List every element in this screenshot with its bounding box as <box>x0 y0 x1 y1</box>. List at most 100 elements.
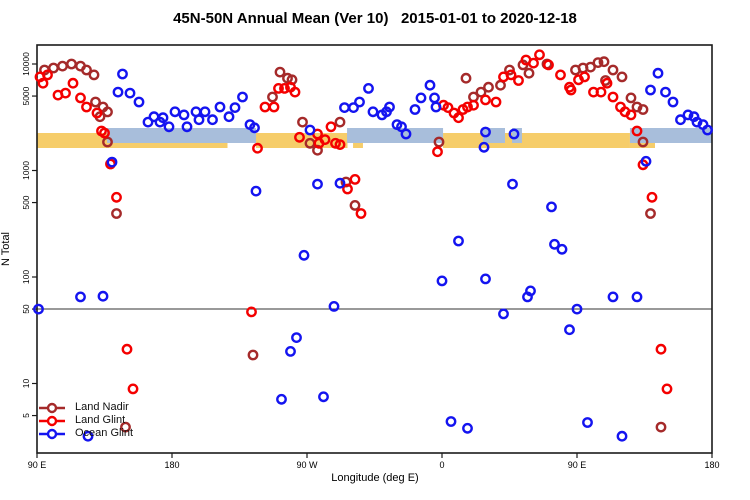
legend-label: Ocean Glint <box>75 427 134 439</box>
data-point-ocean-glint <box>675 114 686 126</box>
data-point-ocean-glint <box>409 104 421 115</box>
data-point-ocean-glint <box>508 128 520 140</box>
data-point-ocean-glint <box>384 101 395 113</box>
data-point-ocean-glint <box>169 106 181 118</box>
data-point-land-nadir <box>274 66 286 78</box>
data-point-ocean-glint <box>424 79 436 91</box>
chart-title: 45N-50N Annual Mean (Ver 10) 2015-01-01 … <box>173 10 577 27</box>
data-point-ocean-glint <box>106 156 118 168</box>
surface-strip-land-segment <box>443 133 630 148</box>
data-point-ocean-glint <box>117 68 128 80</box>
legend: Land Nadir Land Glint Ocean Glint <box>38 401 133 440</box>
data-point-ocean-glint <box>396 121 407 133</box>
data-point-ocean-glint <box>276 393 287 405</box>
data-point-ocean-glint <box>480 126 491 138</box>
data-point-land-glint <box>81 101 92 113</box>
data-point-land-glint <box>607 91 619 103</box>
data-point-land-nadir <box>585 61 596 73</box>
data-point-land-glint <box>468 99 479 111</box>
land-nadir-marker-icon <box>39 402 65 413</box>
data-point-ocean-glint <box>556 243 568 255</box>
data-point-ocean-glint <box>616 430 628 442</box>
data-point-land-nadir <box>88 69 100 81</box>
data-point-ocean-glint <box>645 84 656 96</box>
data-point-ocean-glint <box>285 345 296 357</box>
data-point-ocean-glint <box>367 106 379 118</box>
data-point-ocean-glint <box>250 185 262 197</box>
y-tick-label: 1000 <box>21 161 31 180</box>
data-point-land-glint <box>127 383 139 395</box>
data-point-ocean-glint <box>631 291 643 303</box>
data-point-land-glint <box>342 183 353 195</box>
data-point-land-glint <box>543 59 554 71</box>
data-point-ocean-glint <box>348 102 359 114</box>
legend-label: Land Nadir <box>75 401 129 413</box>
data-point-land-glint <box>528 57 539 69</box>
data-point-land-glint <box>355 208 367 219</box>
data-point-ocean-glint <box>640 155 652 167</box>
surface-strip <box>37 128 712 148</box>
data-point-land-nadir <box>102 106 113 118</box>
data-point-land-glint <box>60 87 71 99</box>
data-point-land-glint <box>334 139 346 151</box>
data-point-land-nadir <box>120 421 131 433</box>
data-point-ocean-glint <box>363 83 374 94</box>
data-point-land-glint <box>289 86 301 98</box>
data-point-ocean-glint <box>478 141 490 153</box>
data-point-land-glint <box>349 173 361 185</box>
data-point-ocean-glint <box>549 238 560 250</box>
data-point-land-glint <box>268 101 280 113</box>
data-point-ocean-glint <box>430 101 442 113</box>
data-point-ocean-glint <box>133 96 145 108</box>
data-point-land-nadir <box>66 58 77 70</box>
plot-border <box>36 44 713 454</box>
y-tick-label: 5000 <box>21 86 31 105</box>
data-point-land-glint <box>462 101 473 113</box>
data-point-land-nadir <box>349 199 361 211</box>
data-point-land-glint <box>246 306 257 318</box>
data-point-ocean-glint <box>498 308 509 320</box>
data-point-land-glint <box>37 77 49 89</box>
data-point-land-nadir <box>297 116 308 128</box>
legend-label: Land Glint <box>75 414 126 426</box>
legend-item-land-nadir: Land Nadir <box>38 401 133 414</box>
data-point-land-nadir <box>247 349 259 361</box>
surface-strip-ocean-segment <box>347 128 444 143</box>
data-point-ocean-glint <box>400 128 412 140</box>
data-points <box>33 49 713 442</box>
data-point-land-nadir <box>616 71 628 83</box>
data-point-land-glint <box>601 77 613 89</box>
data-point-ocean-glint <box>453 235 464 247</box>
data-point-land-glint <box>99 127 110 139</box>
data-point-ocean-glint <box>607 291 619 303</box>
y-tick-label: 10 <box>21 379 31 389</box>
data-point-land-nadir <box>645 208 656 219</box>
data-point-ocean-glint <box>546 201 557 213</box>
data-point-ocean-glint <box>354 96 365 108</box>
data-point-land-nadir <box>523 67 535 79</box>
data-point-ocean-glint <box>229 102 241 114</box>
data-point-ocean-glint <box>124 87 136 99</box>
legend-item-ocean-glint: Ocean Glint <box>38 427 133 440</box>
data-point-land-glint <box>513 75 524 86</box>
data-point-ocean-glint <box>178 109 190 121</box>
data-point-ocean-glint <box>82 430 94 442</box>
data-point-land-glint <box>579 71 590 83</box>
data-point-ocean-glint <box>304 124 316 136</box>
data-point-ocean-glint <box>507 178 518 190</box>
y-axis-label: N Total <box>0 231 12 267</box>
data-point-ocean-glint <box>291 332 302 343</box>
data-point-ocean-glint <box>199 106 211 118</box>
data-point-ocean-glint <box>522 291 533 303</box>
data-point-land-glint <box>480 94 491 106</box>
data-point-land-nadir <box>111 208 122 219</box>
data-point-ocean-glint <box>312 178 323 190</box>
data-point-land-glint <box>655 343 667 355</box>
data-point-land-glint <box>646 191 658 203</box>
data-point-land-nadir <box>607 64 619 76</box>
legend-item-land-glint: Land Glint <box>38 414 133 427</box>
x-tick-label: 0 <box>439 460 444 470</box>
data-point-land-nadir <box>637 136 649 148</box>
data-point-ocean-glint <box>702 124 713 136</box>
